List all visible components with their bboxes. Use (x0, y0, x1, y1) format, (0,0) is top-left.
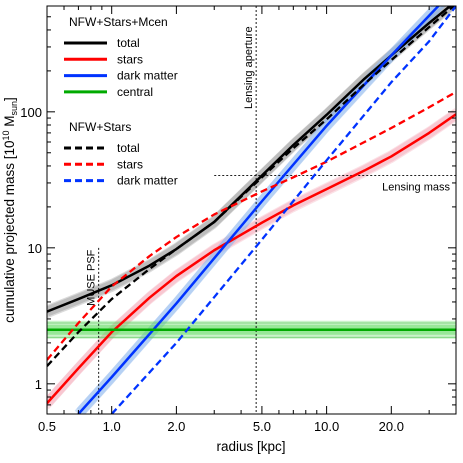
reference-labels: Lensing aperture Lensing mass MUSE PSF (86, 26, 451, 305)
legend-label-nfw-stars-dark-matter: dark matter (117, 174, 178, 188)
legend-label-nfw-stars-mcen-dark-matter: dark matter (117, 69, 178, 83)
nfw-stars-mcen-stars-band-1 (47, 116, 456, 410)
y-tick-label: 10 (28, 241, 42, 256)
nfw-stars-dark-matter-line (110, 6, 456, 414)
series-lines (47, 6, 456, 414)
nfw-stars-total-line (47, 6, 456, 367)
nfw-stars-mcen-total-band-0 (47, 6, 450, 310)
plot-frame (46, 5, 457, 415)
nfw-stars-mcen-stars-band-2 (47, 110, 456, 407)
lensing-aperture-label: Lensing aperture (243, 26, 255, 109)
x-tick-label: 5.0 (253, 419, 271, 434)
x-tick-label: 1.0 (103, 419, 121, 434)
legend-title-nfw-stars-mcen: NFW+Stars+Mcen (69, 15, 168, 29)
legend-label-nfw-stars-stars: stars (117, 157, 143, 171)
y-axis-title-sub: sun (9, 101, 19, 116)
y-axis-title: cumulative projected mass [1010 Msun] (1, 97, 19, 323)
legend-title-nfw-stars: NFW+Stars (69, 120, 131, 134)
nfw-stars-mcen-total-band-1 (47, 6, 456, 319)
y-axis-title-sup: 10 (1, 130, 11, 140)
nfw-stars-mcen-dark-matter-line (77, 6, 441, 414)
y-tick-label: 1 (35, 377, 42, 392)
x-axis-title: radius [kpc] (216, 439, 285, 454)
tick-labels: 0.5 1.0 2.0 5.0 10.0 20.0 1 10 100 (20, 105, 404, 434)
muse-psf-label: MUSE PSF (86, 249, 98, 306)
x-tick-label: 0.5 (38, 419, 56, 434)
legend: NFW+Stars+Mcen total stars dark matter centr… (64, 15, 178, 188)
axis-ticks (46, 5, 457, 415)
legend-label-nfw-stars-total: total (117, 141, 140, 155)
y-tick-label: 100 (20, 105, 42, 120)
nfw-stars-mcen-dark-matter-band-0 (76, 6, 438, 412)
legend-label-nfw-stars-mcen-stars: stars (117, 52, 143, 66)
legend-label-nfw-stars-mcen-total: total (117, 36, 140, 50)
nfw-stars-stars-line (47, 90, 456, 361)
nfw-stars-mcen-dark-matter-band-1 (78, 6, 446, 414)
x-tick-label: 10.0 (314, 419, 339, 434)
x-tick-label: 2.0 (167, 419, 185, 434)
lensing-mass-label: Lensing mass (382, 182, 450, 194)
legend-label-nfw-stars-mcen-central: central (117, 85, 153, 99)
x-tick-label: 20.0 (379, 419, 404, 434)
nfw-stars-mcen-stars-line (47, 113, 456, 405)
